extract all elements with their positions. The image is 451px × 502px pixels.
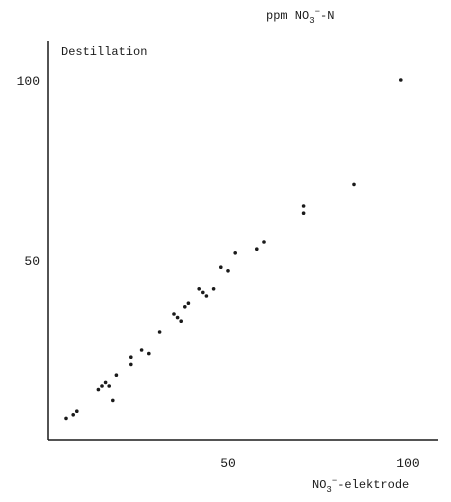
data-point: [100, 384, 104, 388]
panel-label: Destillation: [61, 45, 147, 59]
data-point: [129, 355, 133, 360]
data-point: [157, 330, 162, 334]
data-point: [179, 319, 183, 324]
data-point: [96, 387, 101, 392]
data-point: [114, 373, 119, 378]
data-point: [204, 294, 209, 298]
data-point: [175, 315, 180, 320]
data-point: [75, 409, 79, 414]
x-axis-title-main: NO: [312, 478, 326, 492]
data-point: [226, 269, 230, 273]
data-point: [219, 265, 223, 270]
data-point: [183, 305, 187, 309]
x-axis-title-superscript: −: [332, 476, 337, 486]
data-point: [147, 351, 151, 356]
data-point: [139, 348, 144, 352]
y-tick-label: 50: [24, 254, 40, 269]
data-point: [352, 182, 356, 187]
x-axis-title-subscript: 3: [326, 485, 331, 495]
data-point: [103, 380, 108, 385]
data-point: [262, 240, 266, 244]
data-point: [172, 312, 176, 316]
y-tick-label: 100: [17, 74, 40, 89]
data-point: [64, 416, 68, 421]
y-axis-title-subscript: 3: [309, 16, 314, 26]
y-axis-title-superscript: −: [315, 7, 320, 17]
data-point: [301, 211, 306, 215]
data-point: [201, 290, 205, 295]
data-point: [399, 78, 403, 82]
x-ticks: 50 100: [220, 456, 420, 471]
x-axis-title-tail: -elektrode: [337, 478, 409, 492]
y-axis-title: ppm NO3−-N: [266, 7, 334, 26]
data-point: [197, 287, 201, 291]
y-axis-title-main: ppm NO: [266, 9, 309, 23]
y-axis-title-tail: -N: [320, 9, 334, 23]
data-point: [107, 384, 111, 388]
y-ticks: 50 100: [17, 74, 40, 269]
data-points: [64, 78, 403, 421]
data-point: [186, 301, 191, 306]
data-point: [111, 398, 115, 403]
data-point: [254, 247, 259, 251]
data-point: [71, 413, 75, 417]
x-axis-title: NO3−-elektrode: [312, 476, 409, 495]
data-point: [129, 362, 133, 367]
data-point: [233, 251, 237, 255]
x-tick-label: 50: [220, 456, 236, 471]
data-point: [301, 204, 306, 208]
data-point: [211, 287, 216, 291]
x-tick-label: 100: [396, 456, 419, 471]
